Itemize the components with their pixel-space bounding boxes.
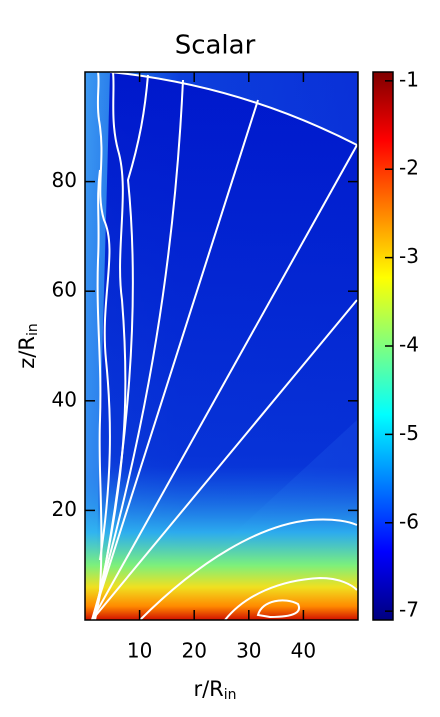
colorbar-tick-label: -6 — [399, 509, 419, 533]
x-tick-label: 40 — [291, 639, 316, 663]
colorbar-tick-label: -5 — [399, 421, 419, 445]
contour — [91, 79, 184, 621]
y-axis-label: z/Rin — [15, 323, 41, 368]
y-axis-label-main: z/R — [15, 336, 39, 369]
contour — [96, 71, 111, 561]
y-tick-label: 20 — [52, 497, 77, 521]
contour — [97, 71, 127, 601]
colorbar-tick-label: -2 — [399, 156, 419, 180]
heatmap-bottom — [85, 72, 358, 620]
contour — [139, 518, 358, 621]
contour — [256, 599, 300, 619]
contours — [91, 71, 358, 621]
colorbar-tick-label: -1 — [399, 67, 419, 91]
heatmap — [85, 72, 358, 620]
contour — [109, 71, 358, 146]
y-tick-label: 80 — [52, 168, 77, 192]
x-tick-label: 20 — [181, 639, 206, 663]
plot-frame — [84, 71, 359, 621]
x-tick-label: 30 — [236, 639, 261, 663]
y-tick-label: 60 — [52, 278, 77, 302]
contour — [96, 169, 103, 591]
y-axis-label-sub: in — [25, 323, 41, 336]
x-axis-label-main: r/R — [193, 677, 223, 701]
colorbar-tick-label: -7 — [399, 598, 419, 622]
chart-title: Scalar — [175, 31, 256, 61]
colorbar — [373, 72, 393, 620]
contour — [91, 99, 259, 621]
x-tick-label: 10 — [127, 639, 152, 663]
y-tick-label: 40 — [52, 387, 77, 411]
x-axis-label: r/Rin — [193, 677, 236, 703]
contour — [91, 299, 358, 621]
contour — [91, 144, 358, 621]
contour — [224, 576, 358, 621]
colorbar-tick-label: -4 — [399, 333, 419, 357]
colorbar-tick-label: -3 — [399, 244, 419, 268]
x-axis-label-sub: in — [224, 687, 237, 703]
